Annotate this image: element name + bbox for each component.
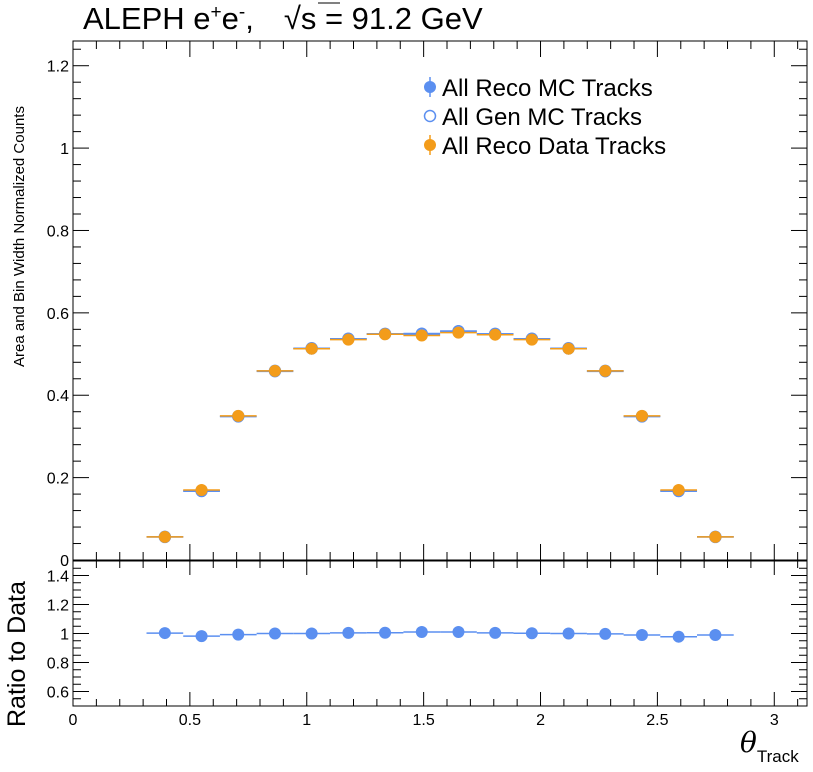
- legend: All Reco MC Tracks All Gen MC Tracks All…: [423, 75, 666, 160]
- main-point-data: [562, 342, 575, 355]
- main-point-data: [232, 409, 245, 422]
- ratio-point: [232, 628, 245, 641]
- legend-label-data: All Reco Data Tracks: [442, 133, 666, 160]
- main-point-data: [305, 342, 318, 355]
- main-point-data: [672, 483, 685, 496]
- main-point-data: [709, 530, 722, 543]
- ratio-point: [489, 626, 502, 639]
- ratio-point: [342, 626, 355, 639]
- main-y-tick-label: 0.8: [47, 223, 69, 240]
- ratio-point: [415, 626, 428, 639]
- ratio-y-tick-label: 1: [60, 627, 69, 644]
- ratio-point: [635, 628, 648, 641]
- main-point-data: [158, 530, 171, 543]
- ratio-data-marks: [146, 626, 734, 643]
- main-y-axis-label: Area and Bin Width Normalized Counts: [11, 106, 28, 367]
- ratio-y-tick-label: 1.4: [47, 569, 69, 586]
- ratio-point: [709, 628, 722, 641]
- ratio-axis-ticks: 0.6 0.8 1 1.2 1.4 0 0.5 1 1.5 2 2.5 3: [47, 561, 807, 729]
- main-point-data: [342, 333, 355, 346]
- main-axis-ticks: 0 0.2 0.4 0.6 0.8 1 1.2: [47, 41, 807, 570]
- main-point-data: [268, 364, 281, 377]
- x-tick-label: 3: [770, 712, 779, 729]
- ratio-point: [195, 630, 208, 643]
- legend-marker-gen-mc: [423, 109, 437, 123]
- main-y-tick-label: 0.4: [47, 388, 69, 405]
- main-y-tick-label: 1: [60, 141, 69, 158]
- ratio-y-tick-label: 1.2: [47, 598, 69, 615]
- main-data-marks: [146, 324, 734, 544]
- ratio-y-axis-label: Ratio to Data: [3, 581, 31, 727]
- x-tick-label: 2: [536, 712, 545, 729]
- main-point-data: [489, 328, 502, 341]
- ratio-point: [305, 627, 318, 640]
- main-y-tick-label: 1.2: [47, 59, 69, 76]
- x-tick-label: 1.5: [413, 712, 435, 729]
- ratio-point: [379, 626, 392, 639]
- x-tick-label: 0: [69, 712, 78, 729]
- main-y-tick-label: 0.2: [47, 471, 69, 488]
- ratio-point: [562, 627, 575, 640]
- legend-label-reco-mc: All Reco MC Tracks: [442, 75, 653, 102]
- ratio-point: [672, 630, 685, 643]
- x-tick-label: 0.5: [179, 712, 201, 729]
- legend-entry-gen-mc: All Gen MC Tracks: [423, 104, 642, 131]
- main-point-data: [525, 333, 538, 346]
- main-plot-frame: [72, 40, 808, 561]
- ratio-point: [525, 627, 538, 640]
- main-point-data: [635, 409, 648, 422]
- chart-title: ALEPH e+e-, √s = 91.2 GeV: [83, 1, 483, 36]
- ratio-point: [158, 627, 171, 640]
- main-point-data: [379, 328, 392, 341]
- ratio-point: [452, 626, 465, 639]
- legend-entry-data: All Reco Data Tracks: [424, 133, 666, 160]
- ratio-y-tick-label: 0.8: [47, 656, 69, 673]
- ratio-point: [599, 627, 612, 640]
- main-point-data: [599, 364, 612, 377]
- x-tick-label: 2.5: [646, 712, 668, 729]
- ratio-y-tick-label: 0.6: [47, 685, 69, 702]
- main-point-data: [452, 326, 465, 339]
- legend-marker-data: [424, 139, 436, 151]
- main-y-tick-label: 0.6: [47, 306, 69, 323]
- main-point-data: [415, 329, 428, 342]
- main-y-tick-label: 0: [60, 553, 69, 570]
- main-point-data: [195, 483, 208, 496]
- legend-marker-reco-mc: [424, 81, 436, 93]
- x-tick-label: 1: [302, 712, 311, 729]
- x-axis-label: θTrack: [740, 726, 799, 766]
- legend-label-gen-mc: All Gen MC Tracks: [442, 104, 642, 131]
- legend-entry-reco-mc: All Reco MC Tracks: [424, 75, 653, 102]
- ratio-point: [268, 627, 281, 640]
